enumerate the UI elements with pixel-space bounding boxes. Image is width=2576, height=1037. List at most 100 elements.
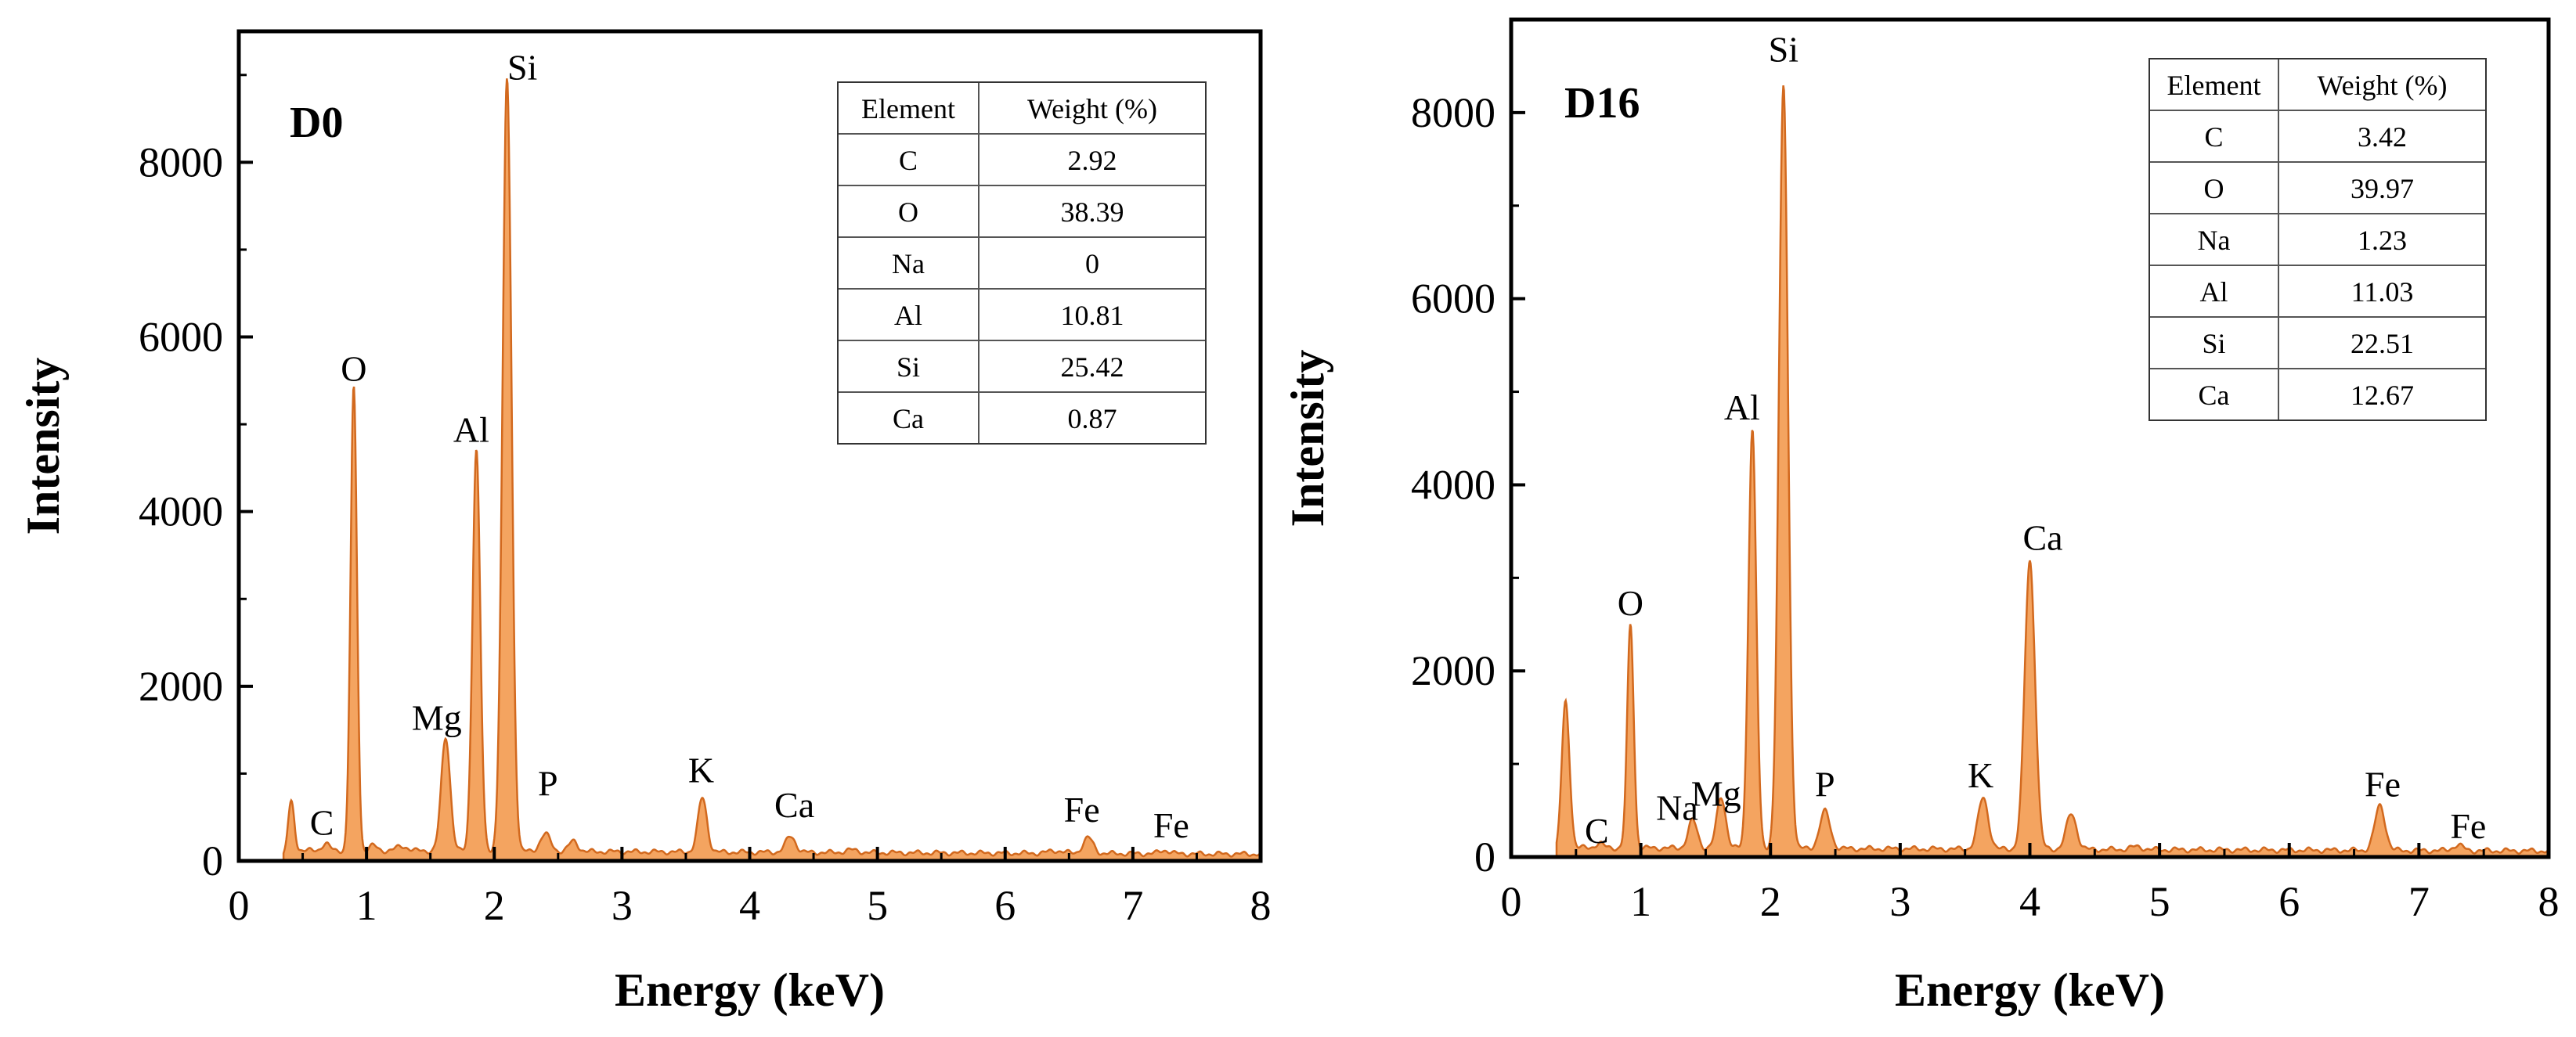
peak-label-fe: Fe — [1153, 805, 1189, 845]
peak-label-al: Al — [1724, 387, 1760, 427]
peak-label-p: P — [1815, 765, 1835, 805]
table-element: Na — [2198, 225, 2231, 256]
table-element: C — [2204, 121, 2223, 153]
table-cell — [2278, 110, 2487, 163]
x-tick-label: 0 — [229, 882, 250, 929]
chart-panel-d16: 0 1 2 3 4 5 6 7 8 0 2000 4000 6000 8000 Energy (keV) In… — [1282, 17, 2560, 1016]
x-tick-label: 4 — [2019, 878, 2040, 925]
y-tick-label: 4000 — [139, 488, 223, 535]
weight-table: Element Weight (%) C 3.42 O 39.97 Na 1.23 Al 11.0… — [2148, 58, 2487, 421]
x-tick-label: 0 — [1501, 878, 1522, 925]
x-tick-label: 6 — [994, 882, 1016, 929]
peak-label-o: O — [1618, 583, 1643, 623]
table-header-element: Element — [861, 93, 955, 124]
table-header-weight: Weight (%) — [1027, 93, 1157, 124]
peak-label-p: P — [538, 763, 558, 803]
x-tick-label: 3 — [612, 882, 633, 929]
x-tick-label: 8 — [2538, 878, 2560, 925]
peak-label-al: Al — [453, 409, 489, 449]
table-header-cell — [2278, 58, 2487, 111]
y-tick-label: 2000 — [139, 663, 223, 710]
peak-label-na: Na — [1656, 787, 1698, 827]
chart-panel-d0: 0 1 2 3 4 5 6 7 8 0 2000 4000 6000 8000 Energy (keV) In… — [17, 29, 1272, 1016]
peak-label-k: K — [1968, 755, 1993, 795]
table-weight: 0 — [1085, 248, 1099, 279]
table-cell — [978, 340, 1207, 393]
table-weight: 2.92 — [1068, 145, 1117, 176]
table-element: Si — [2202, 328, 2225, 359]
peak-label-fe: Fe — [2365, 765, 2401, 805]
table-cell — [978, 185, 1207, 238]
x-tick-label: 5 — [867, 882, 888, 929]
table-weight: 11.03 — [2351, 276, 2414, 308]
y-axis-title: Intensity — [1282, 350, 1333, 528]
table-weight: 10.81 — [1061, 300, 1124, 331]
table-element: Al — [894, 300, 922, 331]
x-tick-label: 2 — [484, 882, 505, 929]
panel-label: D0 — [290, 99, 343, 147]
table-weight: 1.23 — [2358, 225, 2407, 256]
table-cell — [837, 391, 980, 445]
table-header-element: Element — [2167, 70, 2261, 101]
y-axis-title: Intensity — [17, 358, 69, 535]
x-tick-label: 3 — [1889, 878, 1910, 925]
peak-label-c: C — [1585, 811, 1609, 851]
weight-table: Element Weight (%) C 2.92 O 38.39 Na 0 Al 10.81 Si… — [837, 81, 1207, 445]
y-tick-label: 8000 — [1411, 89, 1495, 136]
peak-label-c: C — [310, 803, 334, 843]
table-cell — [2278, 368, 2487, 421]
x-tick-label: 1 — [1630, 878, 1651, 925]
table-header-cell — [2148, 58, 2279, 111]
table-weight: 39.97 — [2351, 173, 2414, 204]
peak-label-o: O — [341, 348, 366, 388]
x-tick-label: 7 — [1122, 882, 1143, 929]
table-element: Na — [892, 248, 925, 279]
peak-label-si: Si — [1769, 30, 1799, 70]
x-tick-label: 8 — [1250, 882, 1272, 929]
x-tick-label: 1 — [356, 882, 377, 929]
peak-label-fe: Fe — [1064, 790, 1100, 830]
table-weight: 3.42 — [2358, 121, 2407, 153]
y-tick-label: 6000 — [1411, 275, 1495, 322]
y-tick-label: 0 — [1474, 834, 1495, 880]
table-weight: 12.67 — [2351, 380, 2414, 411]
table-weight: 38.39 — [1061, 196, 1124, 228]
table-weight: 25.42 — [1061, 351, 1124, 383]
table-element: O — [2204, 173, 2224, 204]
table-cell — [2148, 110, 2279, 163]
peak-label-mg: Mg — [412, 698, 462, 738]
x-tick-label: 6 — [2278, 878, 2300, 925]
y-tick-label: 4000 — [1411, 461, 1495, 508]
table-element: Ca — [2199, 380, 2230, 411]
table-element: Al — [2200, 276, 2228, 308]
x-axis-title: Energy (keV) — [1895, 964, 2165, 1016]
y-tick-label: 2000 — [1411, 647, 1495, 694]
peak-label-ca: Ca — [2023, 518, 2063, 558]
y-tick-label: 0 — [202, 837, 223, 884]
table-cell — [2148, 213, 2279, 266]
table-cell — [978, 236, 1207, 290]
spectrum-area — [282, 78, 1262, 862]
table-cell — [837, 236, 980, 290]
x-tick-label: 2 — [1760, 878, 1781, 925]
peak-label-ca: Ca — [774, 785, 814, 825]
table-cell — [837, 185, 980, 238]
table-element: Ca — [893, 403, 924, 434]
x-tick-label: 5 — [2149, 878, 2170, 925]
x-tick-label: 4 — [739, 882, 760, 929]
y-tick-label: 6000 — [139, 314, 223, 361]
table-element: C — [899, 145, 918, 176]
peak-label-si: Si — [507, 47, 537, 87]
table-border — [837, 81, 1207, 445]
x-axis-title: Energy (keV) — [615, 964, 885, 1016]
table-cell — [2278, 316, 2487, 369]
table-border — [2148, 58, 2487, 421]
table-element: O — [898, 196, 918, 228]
table-weight: 22.51 — [2351, 328, 2414, 359]
peak-label-fe: Fe — [2450, 806, 2486, 846]
peak-label-k: K — [688, 751, 714, 790]
table-cell — [978, 391, 1207, 445]
table-element: Si — [897, 351, 920, 383]
